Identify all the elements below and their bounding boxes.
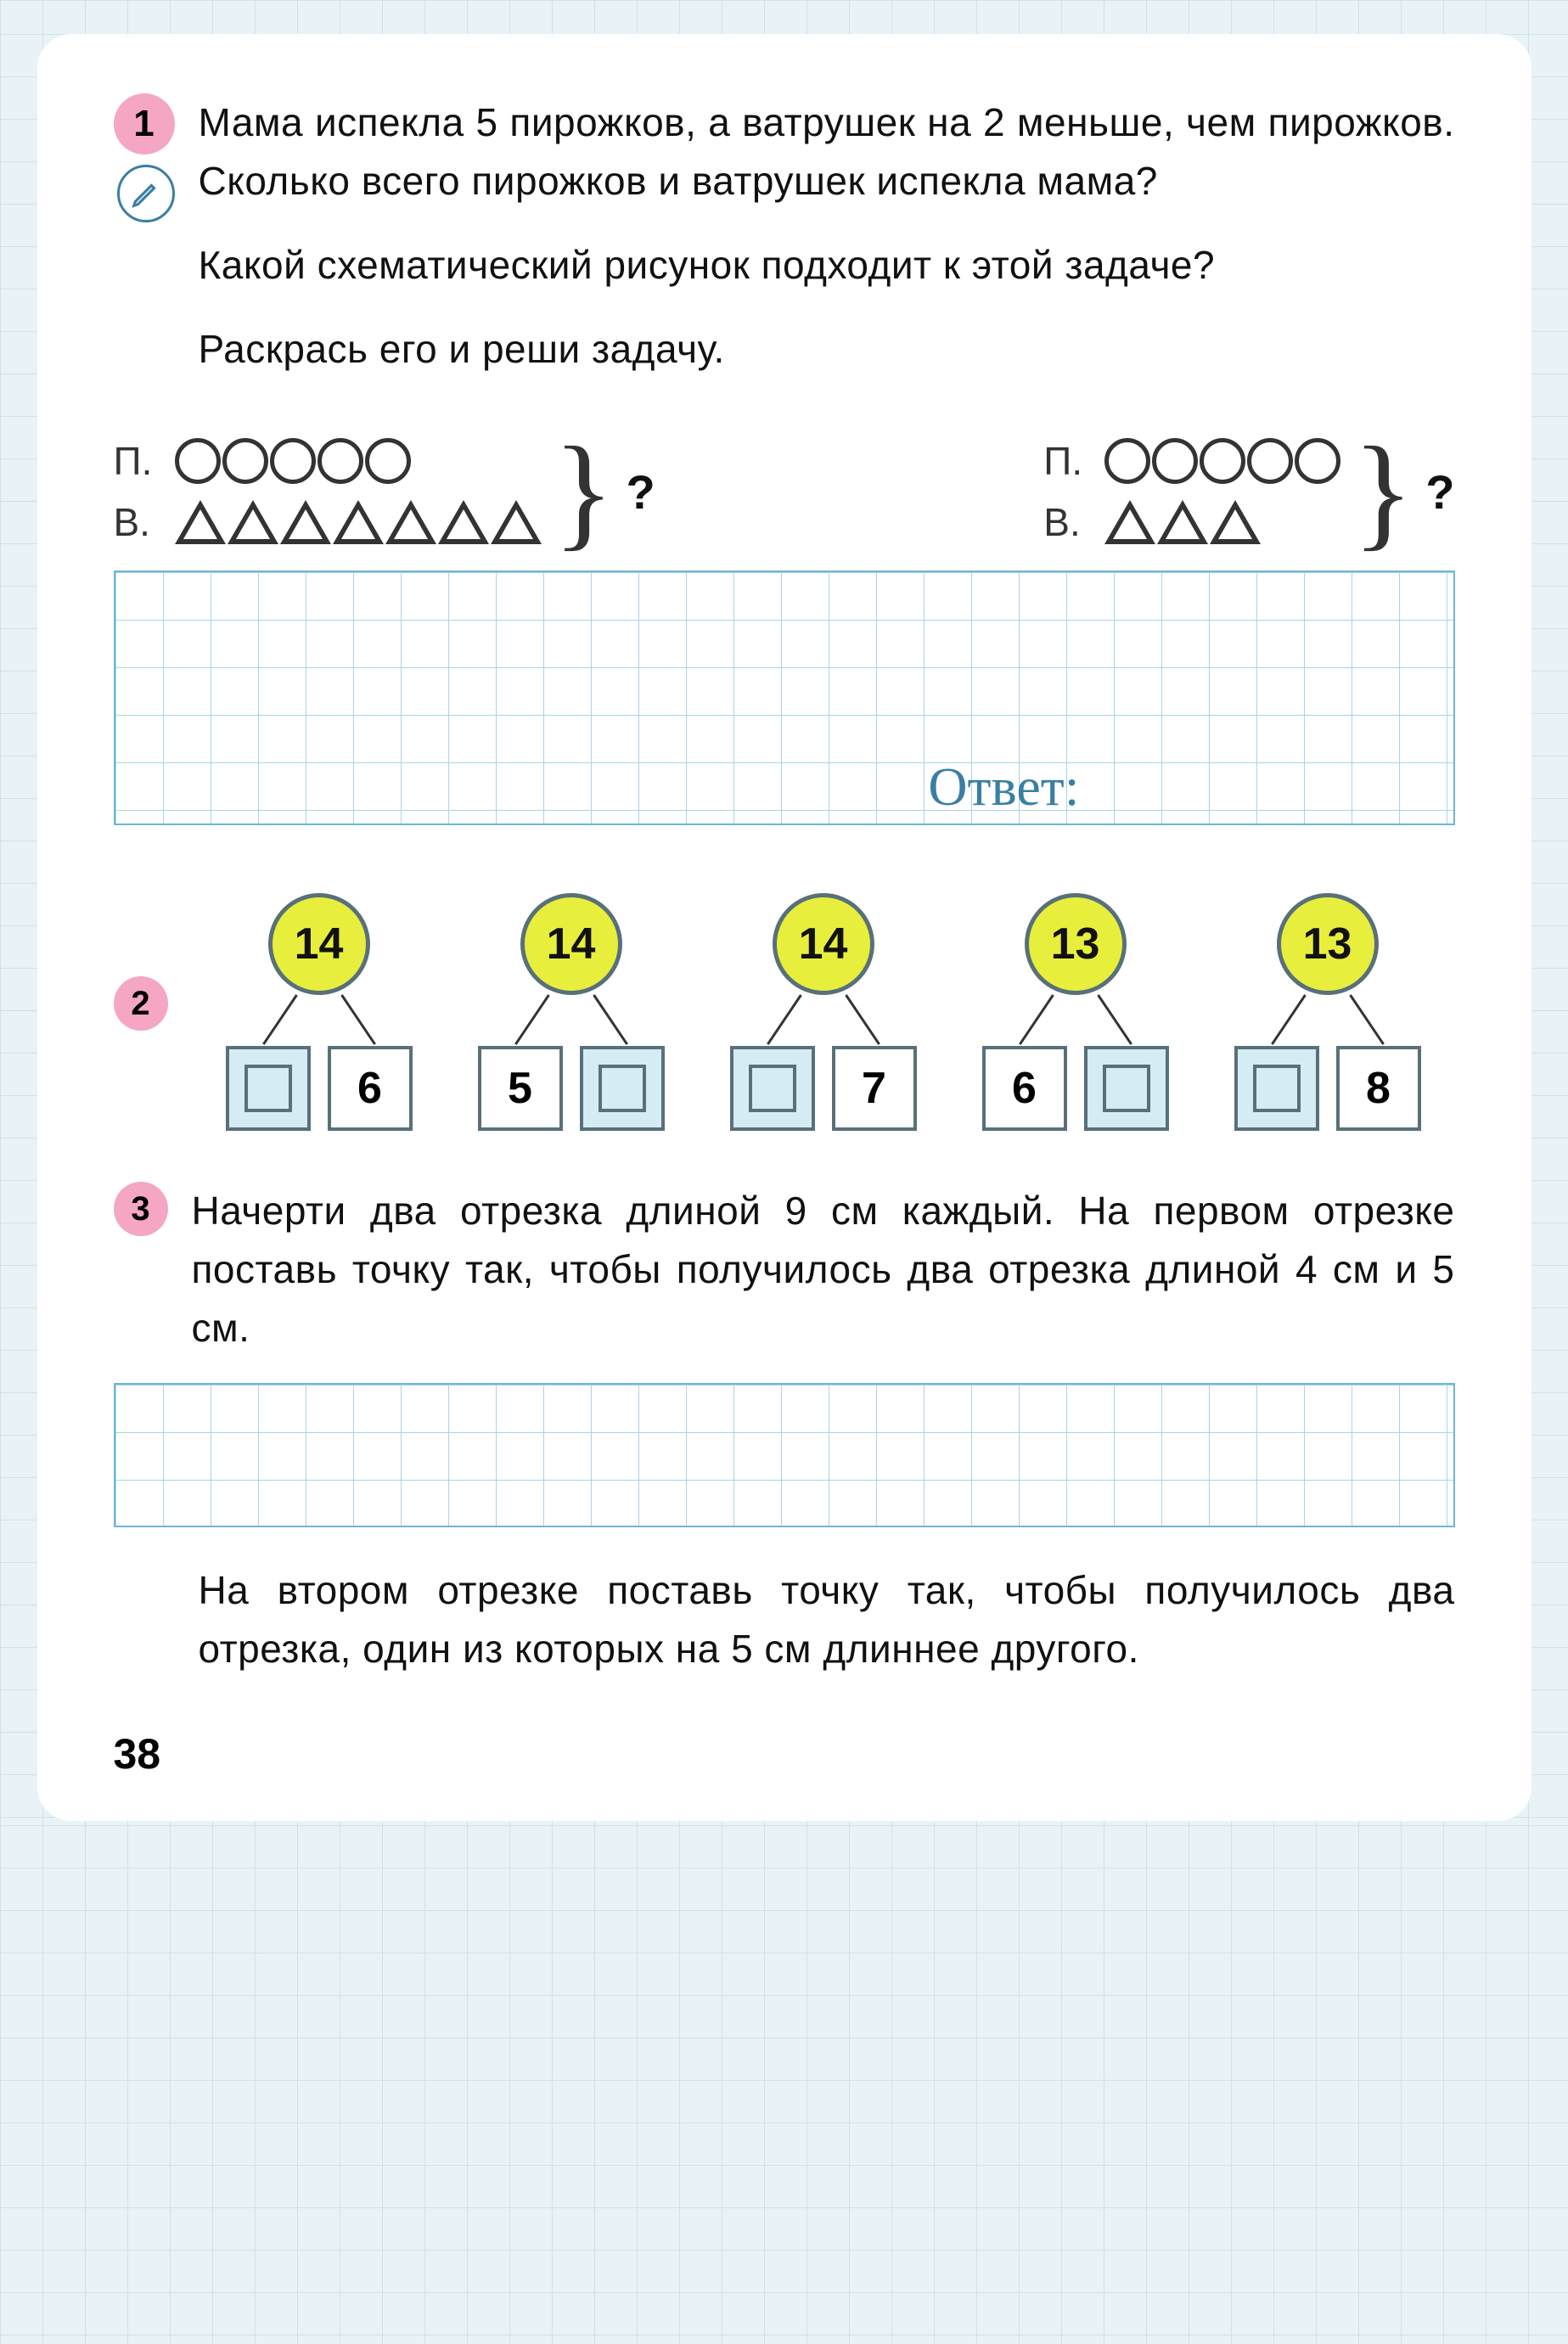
brace-icon: }: [1352, 441, 1413, 542]
task-1-p1: Мама испекла 5 пирожков, а ватрушек на 2…: [199, 93, 1455, 211]
label-v: В.: [1043, 499, 1096, 545]
diagram-left-lines: П. В.: [114, 438, 542, 545]
diagram-left-circles: [175, 438, 411, 484]
workbook-page: 1 Мама испекла 5 пирожков, а ватрушек на…: [37, 34, 1531, 1821]
diagram-right-triangles: [1104, 500, 1261, 544]
question-mark: ?: [627, 464, 655, 520]
task-3-text: Начерти два отрезка длиной 9 см каждый. …: [192, 1182, 1455, 1383]
triangle-icon: [385, 500, 436, 544]
tree-top-value: 14: [773, 893, 874, 995]
tree-leaf-empty[interactable]: [226, 1046, 311, 1131]
triangle-icon: [280, 500, 331, 544]
task-1-p2: Какой схематический рисунок подходит к э…: [199, 236, 1455, 295]
tree-leaf-value: 5: [478, 1046, 563, 1131]
task-3: 3 Начерти два отрезка длиной 9 см каждый…: [114, 1182, 1455, 1678]
answer-label: Ответ:: [928, 756, 1079, 818]
number-tree: 14 6: [200, 893, 438, 1131]
tree-leaf-empty[interactable]: [580, 1046, 665, 1131]
task-2-head: 2 14 6 14 5 14 7 13 6 13 8: [114, 876, 1455, 1131]
triangle-icon: [175, 500, 226, 544]
tree-top-value: 13: [1025, 893, 1127, 995]
number-tree: 13 6: [957, 893, 1194, 1131]
diagram-left: П. В.: [114, 438, 655, 545]
tree-branches: [1260, 995, 1396, 1046]
number-tree: 14 5: [452, 893, 690, 1131]
tree-top-value: 13: [1277, 893, 1379, 995]
task-1-number-badge: 1: [114, 93, 175, 155]
tree-leaf-empty[interactable]: [1234, 1046, 1319, 1131]
brace-icon: }: [554, 441, 615, 542]
label-v: В.: [114, 499, 166, 545]
tree-branches: [503, 995, 639, 1046]
task-1-answer-grid[interactable]: Ответ:: [114, 571, 1455, 825]
tree-leaf-value: 8: [1336, 1046, 1421, 1131]
task-2: 2 14 6 14 5 14 7 13 6 13 8: [114, 876, 1455, 1131]
diagram-left-triangles: [175, 500, 542, 544]
number-tree: 13 8: [1209, 893, 1447, 1131]
circle-icon: [318, 438, 363, 484]
diagram-right: П. В.: [1043, 438, 1454, 545]
circle-icon: [1104, 438, 1150, 484]
task-3-number-badge: 3: [114, 1182, 168, 1236]
task-3-p2: На втором отрезке поставь точку так, что…: [199, 1561, 1455, 1678]
triangle-icon: [1210, 500, 1261, 544]
triangle-icon: [491, 500, 542, 544]
question-mark: ?: [1425, 464, 1454, 520]
tree-leaf-value: 6: [982, 1046, 1067, 1131]
tree-branches: [756, 995, 891, 1046]
circle-icon: [1295, 438, 1340, 484]
label-p: П.: [114, 438, 166, 484]
diagram-right-circles: [1104, 438, 1340, 484]
triangle-icon: [1104, 500, 1155, 544]
tree-leaves: 7: [730, 1046, 917, 1131]
circle-icon: [365, 438, 411, 484]
circle-icon: [1152, 438, 1198, 484]
circle-icon: [1200, 438, 1245, 484]
task-1-p3: Раскрась его и реши задачу.: [199, 320, 1455, 379]
circle-icon: [222, 438, 268, 484]
task-1: 1 Мама испекла 5 пирожков, а ватрушек на…: [114, 93, 1455, 825]
triangle-icon: [1157, 500, 1208, 544]
task-3-answer-grid[interactable]: [114, 1383, 1455, 1527]
diagram-right-lines: П. В.: [1043, 438, 1340, 545]
task-3-p1: Начерти два отрезка длиной 9 см каждый. …: [192, 1182, 1455, 1357]
task-1-diagrams: П. В.: [114, 438, 1455, 545]
task-1-text: Мама испекла 5 пирожков, а ватрушек на 2…: [199, 93, 1455, 404]
label-p: П.: [1043, 438, 1096, 484]
tree-leaf-value: 6: [328, 1046, 413, 1131]
diagram-right-row-p: П.: [1043, 438, 1340, 484]
number-trees: 14 6 14 5 14 7 13 6 13 8: [192, 893, 1455, 1131]
tree-branches: [1008, 995, 1144, 1046]
task-2-number-badge: 2: [114, 976, 168, 1031]
task-3-head: 3 Начерти два отрезка длиной 9 см каждый…: [114, 1182, 1455, 1383]
triangle-icon: [333, 500, 384, 544]
circle-icon: [1247, 438, 1293, 484]
triangle-icon: [228, 500, 278, 544]
pencil-icon: [117, 165, 175, 222]
task-1-badges: 1: [114, 93, 199, 222]
diagram-left-row-v: В.: [114, 499, 542, 545]
circle-icon: [270, 438, 316, 484]
diagram-left-row-p: П.: [114, 438, 542, 484]
tree-leaf-empty[interactable]: [730, 1046, 815, 1131]
number-tree: 14 7: [705, 893, 942, 1131]
tree-leaves: 8: [1234, 1046, 1421, 1131]
task-3-text-2: На втором отрезке поставь точку так, что…: [199, 1561, 1455, 1678]
tree-leaf-empty[interactable]: [1084, 1046, 1169, 1131]
tree-leaves: 6: [226, 1046, 413, 1131]
triangle-icon: [438, 500, 489, 544]
tree-leaf-value: 7: [832, 1046, 917, 1131]
tree-branches: [251, 995, 387, 1046]
page-number: 38: [114, 1729, 1455, 1779]
tree-leaves: 6: [982, 1046, 1169, 1131]
diagram-right-row-v: В.: [1043, 499, 1340, 545]
circle-icon: [175, 438, 221, 484]
tree-top-value: 14: [520, 893, 622, 995]
tree-top-value: 14: [268, 893, 370, 995]
task-1-head: 1 Мама испекла 5 пирожков, а ватрушек на…: [114, 93, 1455, 404]
tree-leaves: 5: [478, 1046, 665, 1131]
